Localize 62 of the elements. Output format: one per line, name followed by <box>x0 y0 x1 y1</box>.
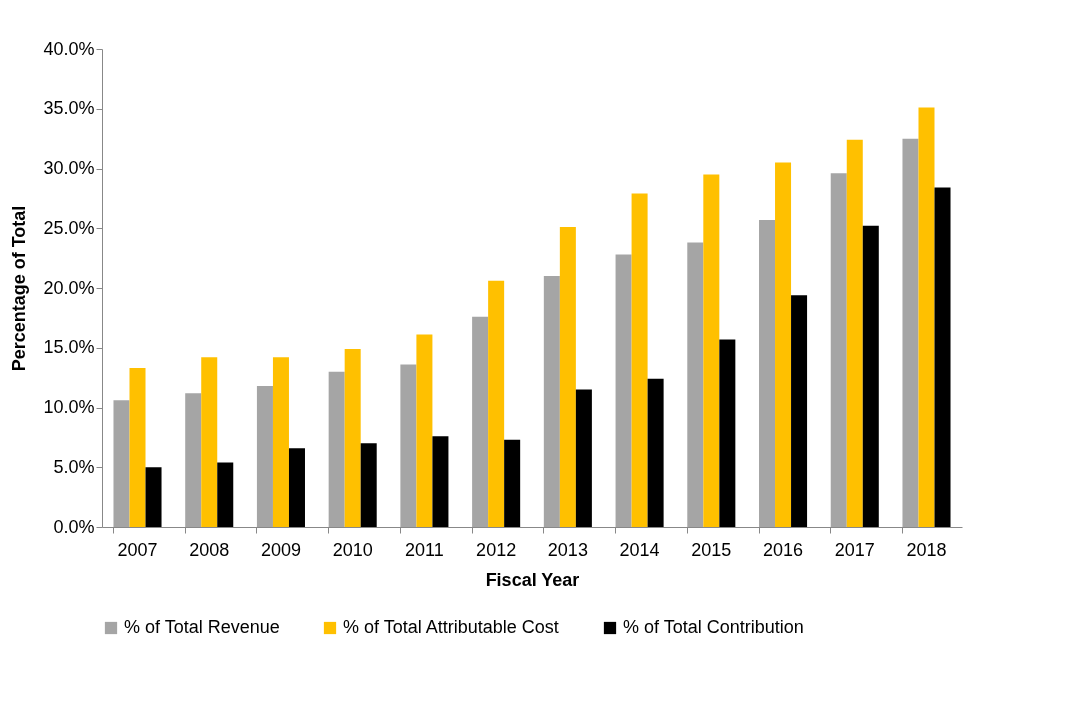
bar <box>145 467 162 527</box>
y-tick-label: 25.0% <box>43 217 95 238</box>
legend-label: % of Total Attributable Cost <box>343 617 559 637</box>
bar <box>488 280 505 527</box>
bar <box>846 139 863 527</box>
x-tick-label: 2018 <box>906 539 947 560</box>
y-tick-label: 10.0% <box>43 397 95 417</box>
bar <box>559 227 576 527</box>
bar <box>201 357 218 527</box>
y-axis-title: Percentage of Total <box>9 205 30 372</box>
x-tick-label: 2008 <box>189 539 230 560</box>
bar <box>416 334 433 527</box>
y-tick-label: 0.0% <box>53 516 95 537</box>
bar <box>775 162 792 527</box>
y-tick-label: 5.0% <box>53 456 95 477</box>
x-axis-title: Fiscal Year <box>485 569 580 590</box>
x-tick-label: 2017 <box>834 539 875 560</box>
x-tick-label: 2009 <box>260 539 301 560</box>
x-tick-label: 2015 <box>691 539 732 560</box>
bar <box>185 393 202 527</box>
bar <box>703 174 720 527</box>
x-tick-label: 2010 <box>332 539 373 560</box>
x-tick-label: 2014 <box>619 539 660 560</box>
bar <box>543 276 560 527</box>
bar <box>791 295 808 527</box>
bar <box>217 462 234 527</box>
bar <box>360 443 377 527</box>
bar <box>830 173 847 527</box>
bar <box>344 348 361 527</box>
bar <box>472 316 489 527</box>
bar <box>400 364 417 527</box>
bar <box>113 400 130 527</box>
bar <box>918 107 935 527</box>
bar <box>288 448 305 527</box>
y-tick-label: 30.0% <box>43 158 95 178</box>
bar <box>256 385 273 527</box>
bar <box>862 225 879 527</box>
bar <box>432 436 449 527</box>
x-tick-label: 2012 <box>476 539 517 560</box>
legend-label: % of Total Revenue <box>124 617 280 637</box>
y-tick-label: 35.0% <box>43 98 95 119</box>
y-tick-label: 40.0% <box>43 38 95 59</box>
bar <box>328 371 345 527</box>
bar <box>631 193 648 527</box>
bar <box>272 357 289 527</box>
bar <box>504 439 521 527</box>
bar <box>575 389 592 527</box>
y-tick-label: 15.0% <box>43 337 95 358</box>
bar <box>719 339 736 527</box>
bar <box>129 368 146 527</box>
legend-label: % of Total Contribution <box>623 617 804 637</box>
bar <box>934 187 951 527</box>
bar <box>687 242 704 527</box>
x-tick-label: 2007 <box>117 539 158 560</box>
bar <box>902 138 919 527</box>
x-tick-label: 2013 <box>547 539 588 560</box>
x-tick-label: 2016 <box>763 539 804 560</box>
bar <box>759 219 776 527</box>
bar <box>615 254 632 527</box>
y-tick-label: 20.0% <box>43 277 95 298</box>
bar <box>647 378 664 527</box>
x-tick-label: 2011 <box>405 539 444 560</box>
